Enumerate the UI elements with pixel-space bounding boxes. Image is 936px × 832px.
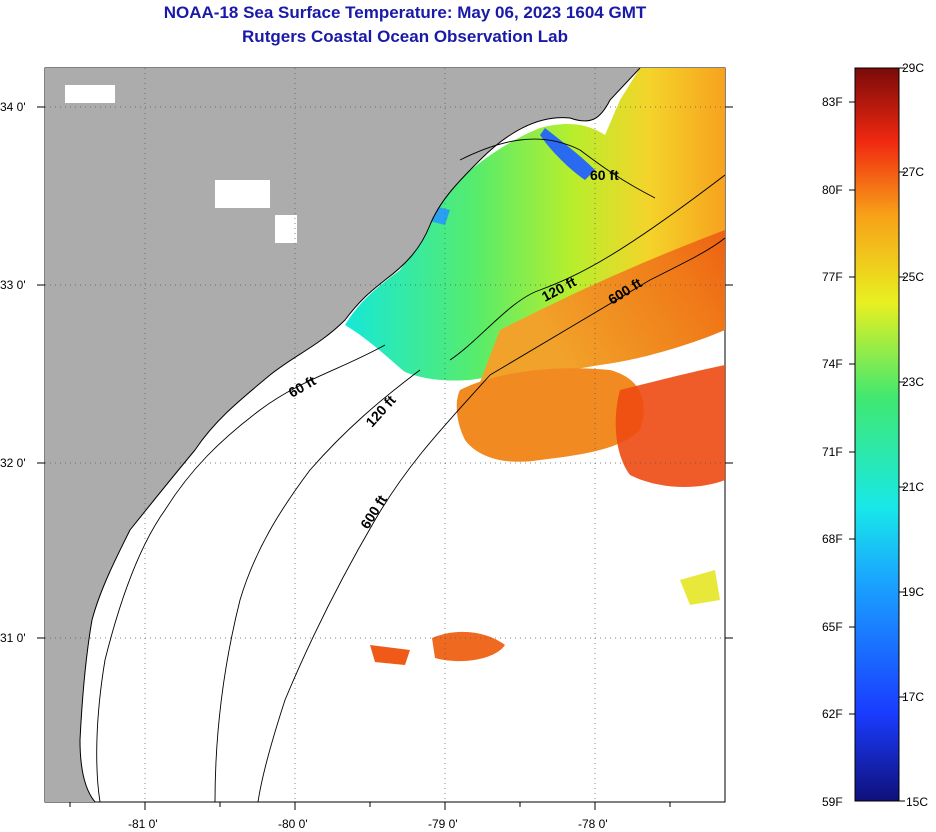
cb-label-f: 74F [822,357,843,371]
lat-label: 34 0' [0,100,26,114]
isobath-60ft [459,138,656,199]
cb-label-f: 68F [822,532,843,546]
cb-label-f: 65F [822,620,843,634]
cb-label-c: 29C [902,61,925,75]
sst-field-warm-band [480,230,725,382]
lon-label: -79 0' [428,817,458,831]
map-subtitle: Rutgers Coastal Ocean Observation Lab [242,27,568,46]
lat-label: 33 0' [0,278,26,292]
cb-label-f: 62F [822,707,843,721]
cb-label-c: 27C [902,165,925,179]
lon-label: -80 0' [278,817,308,831]
cb-label-c: 25C [902,270,925,284]
cb-label-c: 17C [902,690,925,704]
lon-label: -81 0' [128,817,158,831]
cb-label-c: 23C [902,375,925,389]
contour-label-60ft: 60 ft [590,167,619,183]
land-mass [45,68,640,802]
lat-label: 32 0' [0,456,26,470]
isobath-120ft [214,369,421,802]
axis-ticks [37,106,733,810]
sst-patch-south [370,645,410,665]
sst-field-east [615,365,725,487]
isobath-60ft [96,344,386,802]
lake [215,180,270,208]
colorbar-ticks [849,67,905,802]
cb-label-f: 71F [822,445,843,459]
cb-label-f: 77F [822,270,843,284]
cb-label-c: 15C [906,795,929,809]
isobath-600ft [257,374,491,802]
colorbar [854,67,900,802]
map-title: NOAA-18 Sea Surface Temperature: May 06,… [163,3,647,22]
coastline [79,68,641,802]
cb-label-f: 83F [822,95,843,109]
lake [275,215,297,243]
lon-label: -78 0' [578,817,608,831]
cb-label-c: 21C [902,480,925,494]
lake [65,85,115,103]
graticule [45,68,725,802]
cb-label-f: 59F [822,795,843,809]
sst-field-south [456,368,644,462]
isobath-600ft [489,237,725,376]
cb-label-f: 80F [822,183,843,197]
isobath-120ft [449,174,725,361]
lat-label: 31 0' [0,631,26,645]
sst-patch-east [680,570,720,605]
sst-patch-south [432,631,505,662]
cb-label-c: 19C [902,585,925,599]
